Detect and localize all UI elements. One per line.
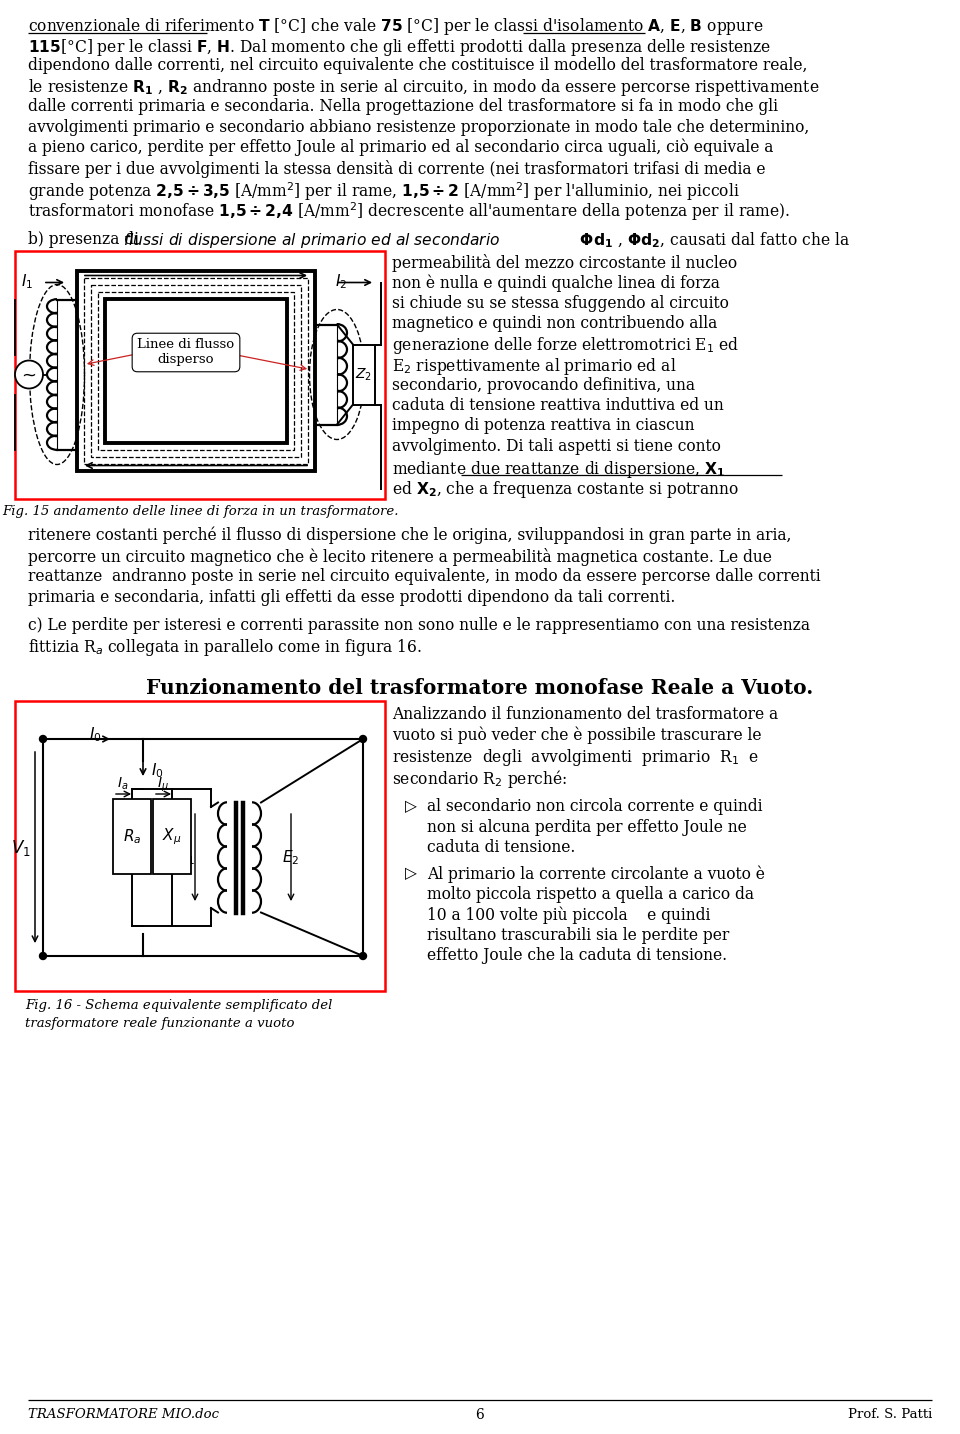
Bar — [353, 344, 375, 404]
Text: fittizia R$_a$ collegata in parallelo come in figura 16.: fittizia R$_a$ collegata in parallelo co… — [28, 638, 422, 658]
Text: $X_\mu$: $X_\mu$ — [162, 826, 181, 847]
Text: primaria e secondaria, infatti gli effetti da esse prodotti dipendono da tali co: primaria e secondaria, infatti gli effet… — [28, 588, 676, 605]
Text: percorre un circuito magnetico che è lecito ritenere a permeabilità magnetica co: percorre un circuito magnetico che è lec… — [28, 548, 772, 565]
Text: $I_0$: $I_0$ — [88, 726, 102, 744]
Text: $V_1$: $V_1$ — [12, 837, 31, 858]
Circle shape — [359, 736, 367, 743]
Text: a pieno carico, perdite per effetto Joule al primario ed al secondario circa ugu: a pieno carico, perdite per effetto Joul… — [28, 139, 774, 156]
Text: magnetico e quindi non contribuendo alla: magnetico e quindi non contribuendo alla — [392, 315, 717, 333]
Text: $\triangleright$: $\triangleright$ — [404, 797, 418, 815]
Text: TRASFORMATORE MIO.doc: TRASFORMATORE MIO.doc — [28, 1408, 219, 1421]
Text: $\triangleright$: $\triangleright$ — [404, 866, 418, 882]
Text: reattanze  andranno poste in serie nel circuito equivalente, in modo da essere p: reattanze andranno poste in serie nel ci… — [28, 568, 821, 585]
Text: effetto Joule che la caduta di tensione.: effetto Joule che la caduta di tensione. — [427, 948, 727, 965]
Text: generazione delle forze elettromotrici E$_1$ ed: generazione delle forze elettromotrici E… — [392, 336, 739, 357]
Text: ~: ~ — [21, 367, 36, 384]
Text: non si alcuna perdita per effetto Joule ne: non si alcuna perdita per effetto Joule … — [427, 819, 747, 836]
Text: le resistenze $\mathbf{R_1}$ , $\mathbf{R_2}$ andranno poste in serie al circuit: le resistenze $\mathbf{R_1}$ , $\mathbf{… — [28, 77, 820, 99]
Text: secondario R$_2$ perché:: secondario R$_2$ perché: — [392, 767, 567, 790]
Text: avvolgimento. Di tali aspetti si tiene conto: avvolgimento. Di tali aspetti si tiene c… — [392, 437, 721, 455]
Text: Analizzando il funzionamento del trasformatore a: Analizzando il funzionamento del trasfor… — [392, 706, 779, 723]
Text: fissare per i due avvolgimenti la stessa densità di corrente (nei trasformatori : fissare per i due avvolgimenti la stessa… — [28, 159, 765, 178]
Text: c) Le perdite per isteresi e correnti parassite non sono nulle e le rappresentia: c) Le perdite per isteresi e correnti pa… — [28, 617, 810, 634]
Bar — [113, 799, 151, 873]
Circle shape — [15, 360, 43, 389]
Text: non è nulla e quindi qualche linea di forza: non è nulla e quindi qualche linea di fo… — [392, 274, 720, 291]
Text: dalle correnti primaria e secondaria. Nella progettazione del trasformatore si f: dalle correnti primaria e secondaria. Ne… — [28, 98, 778, 115]
Text: convenzionale di riferimento $\mathbf{T}$ [°C] che vale $\mathbf{75}$ [°C] per l: convenzionale di riferimento $\mathbf{T}… — [28, 16, 763, 37]
Text: Linee di flusso
disperso: Linee di flusso disperso — [137, 338, 234, 367]
Text: $R_a$: $R_a$ — [123, 827, 141, 846]
Text: dipendono dalle correnti, nel circuito equivalente che costituisce il modello de: dipendono dalle correnti, nel circuito e… — [28, 57, 807, 75]
Text: caduta di tensione reattiva induttiva ed un: caduta di tensione reattiva induttiva ed… — [392, 397, 724, 414]
Text: secondario, provocando definitiva, una: secondario, provocando definitiva, una — [392, 377, 695, 393]
Text: Funzionamento del trasformatore monofase Reale a Vuoto.: Funzionamento del trasformatore monofase… — [146, 678, 814, 698]
Text: $I_2$: $I_2$ — [335, 272, 348, 291]
Text: trasformatori monofase $\mathbf{1{,}5 \div 2{,}4}$ [A/mm$^2$] decrescente all'au: trasformatori monofase $\mathbf{1{,}5 \d… — [28, 201, 790, 224]
Text: $I_0$: $I_0$ — [151, 761, 163, 780]
Text: $I_1$: $I_1$ — [21, 272, 34, 291]
Circle shape — [39, 736, 46, 743]
Text: ed $\mathbf{X_2}$, che a frequenza costante si potranno: ed $\mathbf{X_2}$, che a frequenza costa… — [392, 479, 739, 500]
Text: $\mathbf{115}$[°C] per le classi $\mathbf{F}$, $\mathbf{H}$. Dal momento che gli: $\mathbf{115}$[°C] per le classi $\mathb… — [28, 36, 771, 57]
Text: risultano trascurabili sia le perdite per: risultano trascurabili sia le perdite pe… — [427, 926, 730, 944]
Text: al secondario non circola corrente e quindi: al secondario non circola corrente e qui… — [427, 797, 762, 815]
Bar — [98, 291, 294, 449]
Text: grande potenza $\mathbf{2{,}5 \div 3{,}5}$ [A/mm$^2$] per il rame, $\mathbf{1{,}: grande potenza $\mathbf{2{,}5 \div 3{,}5… — [28, 181, 739, 202]
Text: $E_2$: $E_2$ — [282, 847, 300, 866]
Text: vuoto si può veder che è possibile trascurare le: vuoto si può veder che è possibile trasc… — [392, 727, 761, 744]
Bar — [84, 278, 308, 463]
Bar — [77, 271, 315, 470]
Text: molto piccola rispetto a quella a carico da: molto piccola rispetto a quella a carico… — [427, 886, 754, 903]
Text: mediante due reattanze di dispersione, $\mathbf{X_1}$: mediante due reattanze di dispersione, $… — [392, 459, 726, 479]
Text: avvolgimenti primario e secondario abbiano resistenze proporzionate in modo tale: avvolgimenti primario e secondario abbia… — [28, 119, 809, 135]
Circle shape — [39, 952, 46, 959]
Text: $Z_2$: $Z_2$ — [355, 366, 372, 383]
Text: Fig. 15 andamento delle linee di forza in un trasformatore.: Fig. 15 andamento delle linee di forza i… — [2, 505, 398, 518]
Text: impegno di potenza reattiva in ciascun: impegno di potenza reattiva in ciascun — [392, 417, 694, 435]
Text: $\mathbf{\Phi d_1}$ , $\mathbf{\Phi d_2}$, causati dal fatto che la: $\mathbf{\Phi d_1}$ , $\mathbf{\Phi d_2}… — [575, 231, 850, 251]
Text: $I_a$: $I_a$ — [117, 776, 129, 793]
Text: Al primario la corrente circolante a vuoto è: Al primario la corrente circolante a vuo… — [427, 866, 765, 883]
Text: caduta di tensione.: caduta di tensione. — [427, 839, 575, 856]
Text: 6: 6 — [475, 1408, 485, 1423]
Bar — [91, 284, 301, 456]
Bar — [15, 701, 385, 991]
Text: 10 a 100 volte più piccola    e quindi: 10 a 100 volte più piccola e quindi — [427, 906, 710, 923]
Text: $I_\mu$: $I_\mu$ — [156, 776, 168, 794]
Text: resistenze  degli  avvolgimenti  primario  R$_1$  e: resistenze degli avvolgimenti primario R… — [392, 747, 758, 769]
Bar — [153, 799, 191, 873]
Text: E$_2$ rispettivamente al primario ed al: E$_2$ rispettivamente al primario ed al — [392, 356, 677, 377]
Text: b) presenza di: b) presenza di — [28, 231, 144, 248]
Text: Fig. 16 - Schema equivalente semplificato del
trasformatore reale funzionante a : Fig. 16 - Schema equivalente semplificat… — [25, 999, 332, 1030]
Text: si chiude su se stessa sfuggendo al circuito: si chiude su se stessa sfuggendo al circ… — [392, 294, 729, 311]
Text: $\mathit{flussi\ di\ dispersione\ al\ primario\ ed\ al\ secondario}$: $\mathit{flussi\ di\ dispersione\ al\ pr… — [123, 231, 500, 250]
Text: permeabilità del mezzo circostante il nucleo: permeabilità del mezzo circostante il nu… — [392, 254, 737, 271]
Bar — [105, 298, 287, 443]
Text: $E_1$: $E_1$ — [178, 847, 195, 866]
Text: Prof. S. Patti: Prof. S. Patti — [848, 1408, 932, 1421]
Bar — [15, 251, 385, 499]
Circle shape — [359, 952, 367, 959]
Text: ritenere costanti perché il flusso di dispersione che le origina, sviluppandosi : ritenere costanti perché il flusso di di… — [28, 528, 791, 545]
